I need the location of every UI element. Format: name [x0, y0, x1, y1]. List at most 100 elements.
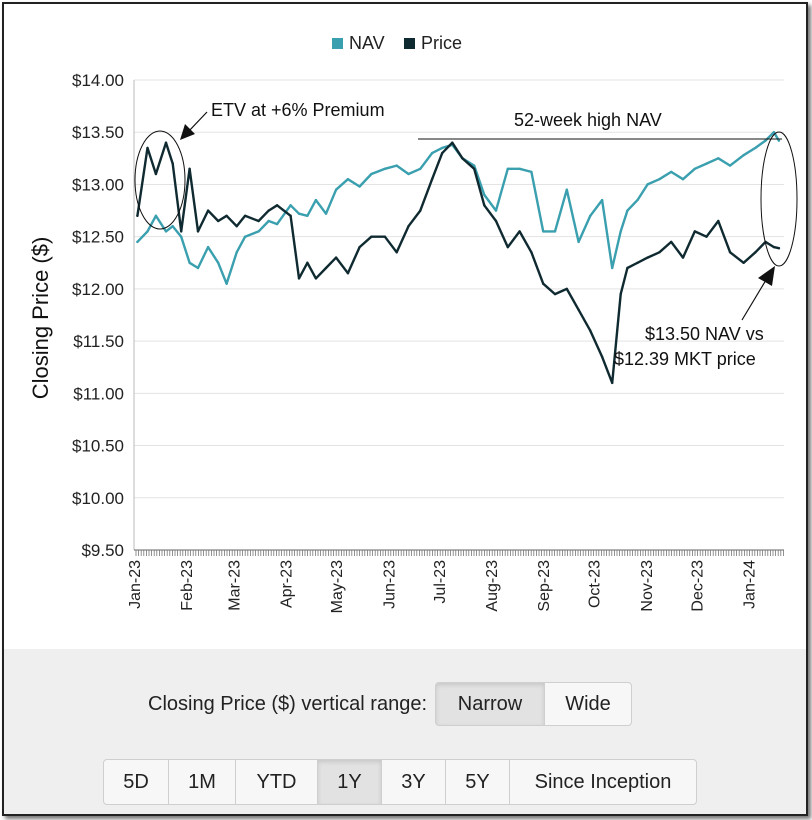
x-tick-label: Oct-23	[587, 560, 604, 608]
price-point	[693, 230, 696, 233]
premium-arrowhead	[180, 124, 195, 140]
price-point	[461, 157, 464, 160]
period-5y-button[interactable]: 5Y	[445, 759, 510, 805]
nav-point	[334, 188, 338, 191]
nav-point	[275, 222, 279, 226]
price-chart: NAV Price $14.00 $13.50 $13.00 $12.50 $12.00…	[4, 4, 806, 649]
price-point	[180, 230, 183, 233]
nav-point	[777, 139, 781, 142]
recent-highlight-ellipse	[760, 131, 798, 267]
nav-point	[154, 214, 158, 217]
y-tick-label: $10.00	[72, 489, 124, 508]
x-tick-label: Sep-23	[536, 560, 553, 612]
nav-point	[646, 183, 649, 186]
price-point	[742, 261, 745, 264]
price-point	[577, 308, 580, 311]
x-tick-label: Feb-23	[179, 560, 196, 611]
recent-annotation-line2: $12.39 MKT price	[614, 349, 756, 369]
y-tick-label: $11.00	[73, 384, 124, 403]
y-axis: $14.00 $13.50 $13.00 $12.50 $12.00 $11.50 $11.…	[72, 71, 124, 560]
x-tick-label: Apr-23	[279, 560, 296, 608]
price-point	[395, 251, 398, 254]
price-point	[670, 240, 673, 244]
nav-point	[171, 225, 174, 228]
price-point	[483, 204, 486, 207]
vertical-range-label: Closing Price ($) vertical range:	[148, 692, 427, 715]
nav-point	[370, 172, 373, 176]
legend-nav-swatch	[332, 38, 343, 49]
recent-arrow-line	[741, 279, 767, 321]
nav-point	[681, 178, 685, 181]
nav-point	[506, 167, 509, 170]
nav-point	[670, 170, 673, 174]
price-point	[267, 209, 270, 212]
price-point	[589, 329, 592, 332]
price-point	[777, 247, 781, 250]
nav-point	[754, 146, 757, 150]
vertical-range-row: Closing Price ($) vertical range: Narrow…	[148, 682, 632, 726]
nav-point	[430, 151, 434, 155]
price-point	[530, 251, 533, 254]
nav-point	[136, 240, 139, 244]
price-point	[154, 172, 158, 176]
nav-point	[658, 178, 661, 181]
price-point	[171, 162, 174, 165]
price-point	[565, 287, 568, 291]
nav-point	[764, 139, 767, 142]
price-point	[494, 219, 498, 223]
price-point	[314, 277, 318, 280]
price-point	[441, 151, 444, 155]
nav-point	[419, 167, 422, 170]
y-tick-label: $12.50	[72, 228, 124, 247]
nav-point	[619, 230, 622, 233]
nav-point	[441, 146, 444, 150]
nav-point	[577, 240, 580, 244]
nav-point	[180, 235, 183, 238]
nav-point	[728, 164, 732, 167]
price-point	[646, 256, 649, 259]
y-tick-label: $9.50	[81, 541, 124, 560]
price-point	[681, 256, 685, 259]
recent-annotation-line1: $13.50 NAV vs	[645, 324, 764, 344]
price-point	[243, 214, 247, 217]
nav-point	[542, 230, 545, 233]
nav-point	[188, 261, 191, 264]
price-point	[419, 209, 422, 212]
price-point	[225, 214, 228, 217]
period-3y-button[interactable]: 3Y	[381, 759, 446, 805]
period-1m-button[interactable]: 1M	[168, 759, 236, 805]
y-tick-label: $14.00	[72, 71, 124, 90]
nav-point	[483, 193, 486, 197]
high-nav-annotation: 52-week high NAV	[514, 110, 662, 130]
nav-point	[235, 251, 238, 254]
period-since-inception-button[interactable]: Since Inception	[509, 759, 697, 805]
nav-point	[693, 167, 696, 170]
price-point	[407, 225, 410, 228]
period-ytd-button[interactable]: YTD	[235, 759, 318, 805]
nav-point	[146, 230, 149, 233]
y-tick-label: $13.50	[72, 123, 124, 142]
narrow-range-button[interactable]: Narrow	[435, 682, 545, 726]
period-5d-button[interactable]: 5D	[103, 759, 169, 805]
nav-point	[196, 266, 200, 270]
price-point	[275, 204, 279, 207]
price-point	[334, 256, 338, 259]
nav-point	[257, 230, 260, 233]
period-1y-button[interactable]: 1Y	[317, 759, 382, 805]
price-point	[553, 292, 557, 296]
wide-range-button[interactable]: Wide	[544, 682, 632, 726]
price-point	[206, 209, 210, 212]
x-minor-ticks	[135, 550, 784, 556]
x-tick-label: Dec-23	[689, 560, 706, 612]
nav-point	[346, 178, 350, 181]
legend: NAV Price	[332, 33, 462, 53]
x-tick-label: Jan-23	[127, 560, 144, 609]
nav-point	[267, 219, 270, 223]
nav-point	[772, 131, 776, 134]
nav-point	[611, 266, 614, 270]
premium-annotation: ETV at +6% Premium	[211, 100, 385, 120]
nav-point	[530, 170, 533, 174]
price-point	[188, 167, 191, 170]
nav-point	[518, 167, 521, 170]
x-tick-label: Jan-24	[742, 560, 759, 609]
